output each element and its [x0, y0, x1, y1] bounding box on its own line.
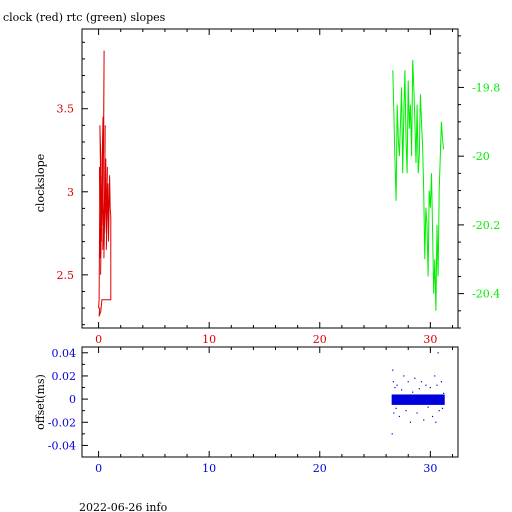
x-tick-label: 30: [423, 333, 437, 346]
x-tick-label: 0: [95, 462, 102, 475]
x-tick-label: 10: [202, 333, 216, 346]
offset-point: [409, 421, 412, 423]
offset-point: [396, 384, 398, 386]
bottom-panel: offset(ms) 0 10 20 30 0.04 0.02 0 -0.02 -0.04: [34, 346, 459, 475]
y-tick-label: 0.04: [52, 347, 77, 360]
x-tick-label: 20: [313, 333, 327, 346]
offset-point: [427, 406, 429, 408]
bottom-plot-frame: [81, 346, 459, 458]
offset-point: [392, 381, 394, 383]
offset-point: [437, 352, 439, 354]
chart-title: clock (red) rtc (green) slopes: [3, 11, 166, 24]
top-panel: clockslope 0 10 20 30 2.5 3 3.5 -19.8 -20 -20.2…: [34, 28, 500, 346]
offset-point: [438, 410, 440, 412]
offset-point: [434, 375, 436, 377]
top-plot-frame: [81, 28, 459, 329]
offset-point: [418, 388, 420, 390]
top-x-axis: 0 10 20 30: [95, 29, 453, 346]
offset-point: [401, 389, 403, 391]
offset-point: [435, 421, 437, 423]
offset-point: [436, 384, 438, 386]
y-tick-label-left: 2.5: [57, 269, 75, 282]
top-y-axis-label: clockslope: [34, 154, 47, 212]
y-tick-label: -0.02: [48, 416, 76, 429]
y-tick-label-left: 3: [67, 186, 74, 199]
top-series-group: [98, 50, 445, 317]
footer-label: 2022-06-26 info: [79, 501, 168, 512]
offset-point: [391, 433, 393, 435]
offset-point: [403, 375, 405, 377]
y-tick-label: -0.04: [48, 439, 76, 452]
offset-point: [431, 415, 434, 418]
x-tick-label: 20: [313, 462, 327, 475]
y-tick-label: 0: [69, 393, 76, 406]
offset-point: [414, 377, 416, 379]
offset-point: [440, 381, 443, 383]
bottom-y-axis: 0.04 0.02 0 -0.02 -0.04: [48, 347, 88, 458]
offset-point: [393, 412, 395, 414]
y-tick-label-right: -20.2: [472, 219, 500, 232]
offset-point: [405, 410, 407, 412]
y-tick-label-right: -20: [472, 150, 490, 163]
offset-point: [425, 384, 427, 386]
offset-point: [441, 407, 444, 409]
series-line-clock: [98, 50, 112, 317]
bottom-x-axis: 0 10 20 30: [95, 347, 453, 475]
offset-point: [392, 369, 394, 371]
offset-band: [391, 394, 445, 405]
offset-point: [395, 407, 397, 409]
offset-point: [398, 415, 400, 418]
top-left-y-axis: 2.5 3 3.5: [57, 41, 88, 326]
y-tick-label-right: -20.4: [472, 288, 500, 301]
x-tick-label: 10: [202, 462, 216, 475]
bottom-series-group: [391, 352, 445, 435]
x-tick-label: 30: [423, 462, 437, 475]
offset-point: [416, 412, 418, 414]
y-tick-label-right: -19.8: [472, 81, 500, 94]
offset-point: [429, 386, 431, 389]
offset-point: [407, 381, 409, 383]
offset-point: [412, 391, 414, 393]
x-tick-label: 0: [95, 333, 102, 346]
offset-point: [420, 381, 423, 383]
offset-point: [423, 419, 425, 421]
offset-point: [394, 386, 396, 389]
y-tick-label: 0.02: [52, 370, 77, 383]
top-right-y-axis: -19.8 -20 -20.2 -20.4: [458, 35, 500, 329]
y-tick-label-left: 3.5: [57, 103, 75, 116]
bottom-y-axis-label: offset(ms): [34, 374, 47, 430]
offset-point: [443, 392, 445, 394]
series-line-rtc: [392, 59, 445, 311]
